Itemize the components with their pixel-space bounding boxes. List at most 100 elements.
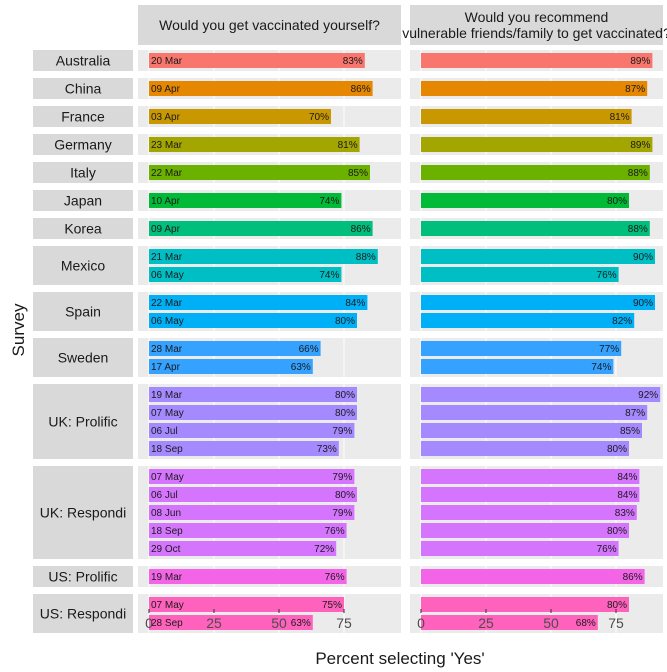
row-strip (33, 246, 133, 285)
row-label: Australia (56, 53, 111, 69)
bar (421, 341, 622, 356)
date-label: 28 Mar (151, 344, 183, 355)
value-label: 80% (607, 196, 627, 207)
value-label: 63% (291, 618, 311, 629)
value-label: 80% (607, 444, 627, 455)
bar (149, 505, 355, 520)
date-label: 08 Jun (151, 508, 181, 519)
row-strip (33, 594, 133, 633)
bar (149, 487, 357, 502)
bar (421, 405, 648, 420)
row-label: Japan (64, 193, 102, 209)
value-label: 86% (351, 84, 371, 95)
value-label: 75% (322, 600, 342, 611)
value-label: 80% (335, 316, 355, 327)
date-label: 18 Sep (151, 526, 183, 537)
bar (421, 165, 650, 180)
bar (149, 81, 373, 96)
bar (149, 441, 339, 456)
row-label: Korea (64, 221, 102, 237)
facet-title: Would you get vaccinated yourself? (159, 17, 380, 33)
x-tick-label: 75 (608, 615, 624, 631)
bar (421, 249, 655, 264)
bar (421, 109, 632, 124)
bar (149, 569, 347, 584)
value-label: 90% (633, 298, 653, 309)
bar (149, 53, 365, 68)
value-label: 76% (325, 526, 345, 537)
bar (421, 597, 629, 612)
x-tick-label: 25 (206, 615, 222, 631)
value-label: 76% (325, 572, 345, 583)
facet-strip-1 (138, 5, 401, 45)
date-label: 19 Mar (151, 572, 183, 583)
bar (149, 523, 347, 538)
bar (149, 221, 373, 236)
row-strip (33, 106, 133, 127)
x-tick-label: 50 (543, 615, 559, 631)
bar (149, 469, 355, 484)
bar (421, 137, 653, 152)
x-tick-label: 0 (145, 615, 153, 631)
bar (421, 53, 653, 68)
row-strip (33, 566, 133, 587)
bar (149, 541, 337, 556)
bar (149, 341, 321, 356)
date-label: 07 May (151, 408, 184, 419)
bar (149, 193, 342, 208)
x-tick-label: 50 (271, 615, 287, 631)
bar (149, 423, 355, 438)
date-label: 07 May (151, 600, 184, 611)
date-label: 06 May (151, 316, 184, 327)
value-label: 80% (335, 390, 355, 401)
date-label: 22 Mar (151, 168, 183, 179)
row-label: US: Prolific (48, 569, 117, 585)
row-label: UK: Prolific (48, 414, 117, 430)
row-label: Germany (54, 137, 112, 153)
bar (149, 267, 342, 282)
value-label: 86% (623, 572, 643, 583)
bar (421, 423, 642, 438)
value-label: 80% (607, 526, 627, 537)
bar (421, 295, 655, 310)
row-strip (33, 292, 133, 331)
value-label: 70% (309, 112, 329, 123)
facet-strip-2 (410, 5, 663, 45)
row-label: UK: Respondi (40, 505, 126, 521)
bar (421, 441, 629, 456)
row-label: Italy (70, 165, 96, 181)
value-label: 88% (628, 224, 648, 235)
row-label: Spain (65, 304, 101, 320)
date-label: 20 Mar (151, 56, 183, 67)
value-label: 74% (319, 196, 339, 207)
row-label: Mexico (61, 258, 106, 274)
value-label: 80% (607, 600, 627, 611)
value-label: 83% (343, 56, 363, 67)
value-label: 77% (599, 344, 619, 355)
x-tick-label: 0 (417, 615, 425, 631)
value-label: 84% (345, 298, 365, 309)
bar (421, 221, 650, 236)
row-label: Sweden (58, 350, 109, 366)
bar (421, 505, 637, 520)
bar (149, 137, 360, 152)
value-label: 63% (291, 362, 311, 373)
bar (149, 359, 313, 374)
row-strip (33, 50, 133, 71)
bar (421, 523, 629, 538)
value-label: 68% (576, 618, 596, 629)
value-label: 73% (317, 444, 337, 455)
value-label: 76% (597, 544, 617, 555)
date-label: 06 May (151, 270, 184, 281)
bar (149, 597, 344, 612)
bar (149, 109, 331, 124)
value-label: 85% (348, 168, 368, 179)
value-label: 89% (630, 140, 650, 151)
date-label: 29 Oct (151, 544, 181, 555)
date-label: 03 Apr (151, 112, 181, 123)
x-axis-title: Percent selecting 'Yes' (315, 649, 484, 668)
x-tick-label: 75 (336, 615, 352, 631)
row-label: France (61, 109, 105, 125)
bar (149, 295, 368, 310)
value-label: 74% (319, 270, 339, 281)
